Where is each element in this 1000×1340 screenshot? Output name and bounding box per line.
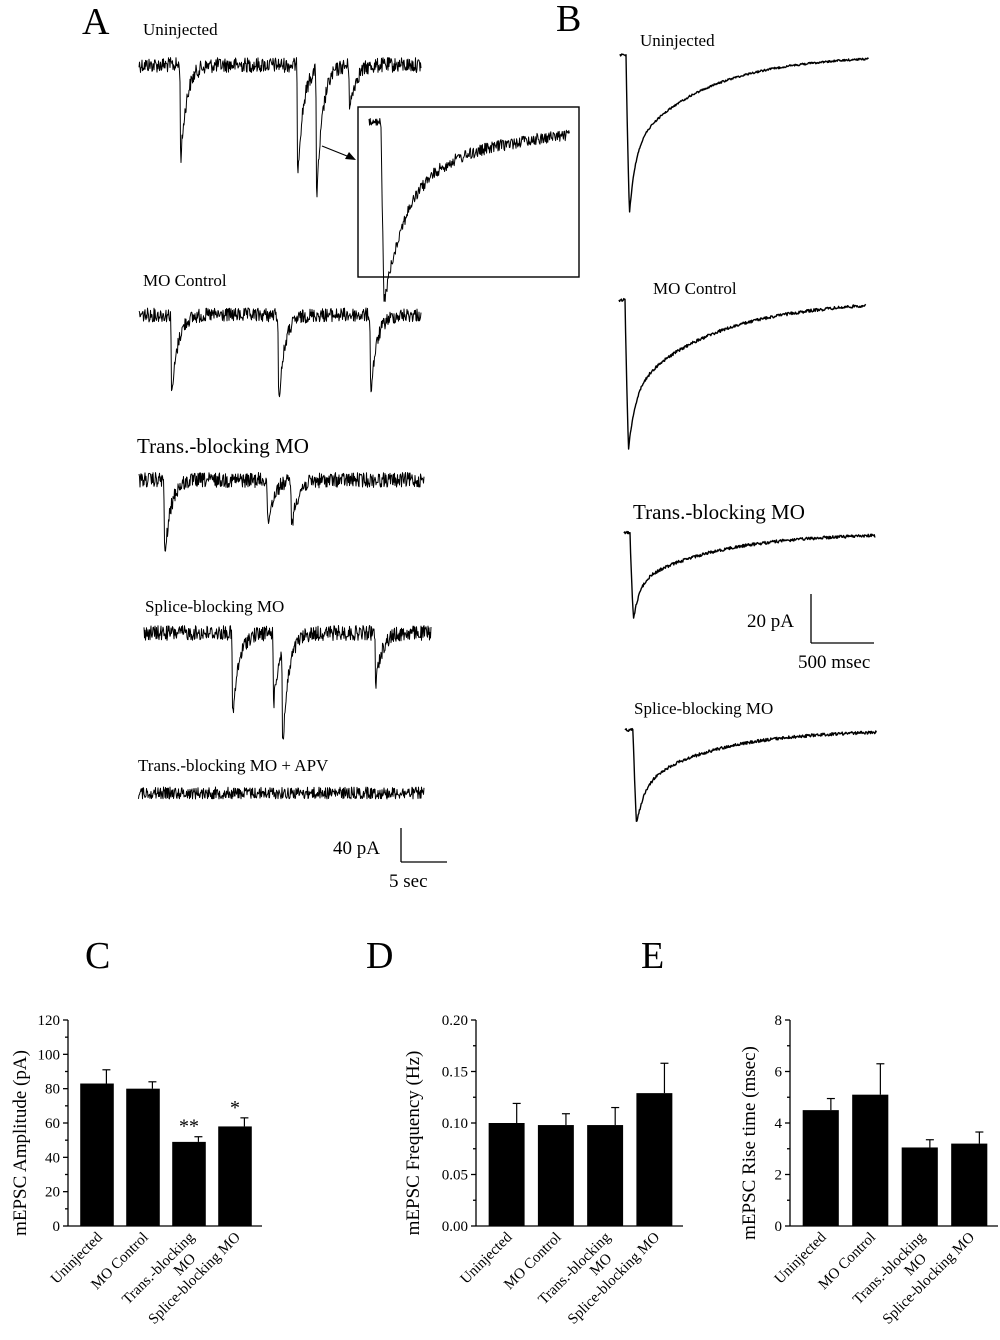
bar <box>126 1088 160 1226</box>
significance-label: * <box>230 1097 240 1119</box>
bar <box>636 1093 673 1226</box>
category-label: Splice-blocking MO <box>880 1229 978 1327</box>
y-tick-label: 100 <box>38 1047 61 1063</box>
y-tick-label: 40 <box>45 1150 60 1166</box>
trace-b-1 <box>618 297 867 450</box>
y-axis-title: mEPSC Amplitude (pA) <box>10 1050 31 1236</box>
bar <box>537 1125 574 1226</box>
panel-letter-d: D <box>366 935 393 977</box>
trace-label-b-mo-control: MO Control <box>653 279 737 298</box>
y-tick-label: 80 <box>45 1082 60 1098</box>
panel-a-traces <box>137 57 570 800</box>
y-axis-title: mEPSC Frequency (Hz) <box>403 1051 424 1236</box>
y-tick-label: 0.10 <box>442 1116 468 1132</box>
y-tick-label: 20 <box>45 1185 60 1201</box>
trace-label-a-mo-control: MO Control <box>143 271 227 290</box>
y-tick-label: 0.15 <box>442 1065 468 1081</box>
panel-letter-c: C <box>85 935 110 977</box>
trace-label-b-trans-blocking: Trans.-blocking MO <box>633 500 805 524</box>
category-label: Splice-blocking MO <box>146 1229 244 1327</box>
trace-label-a-uninjected: Uninjected <box>143 20 218 39</box>
inset-box <box>357 106 580 278</box>
bar <box>951 1143 988 1226</box>
trace-label-b-splice-blocking: Splice-blocking MO <box>634 699 773 718</box>
y-tick-label: 4 <box>775 1116 783 1132</box>
y-tick-label: 60 <box>45 1116 60 1132</box>
y-tick-label: 0.05 <box>442 1168 468 1184</box>
trace-b-3 <box>624 727 878 822</box>
trace-a-0 <box>138 57 422 198</box>
trace-label-a-splice-blocking: Splice-blocking MO <box>145 597 284 616</box>
trace-a-3 <box>143 625 432 740</box>
trace-a-4 <box>137 786 425 800</box>
trace-label-b-uninjected: Uninjected <box>640 31 715 50</box>
scale-bar-a-time: 5 sec <box>389 871 428 892</box>
trace-b-0 <box>619 53 869 213</box>
bar <box>852 1094 889 1226</box>
trace-label-a-trans-blocking: Trans.-blocking MO <box>137 434 309 458</box>
inset-arrow-head <box>345 152 356 160</box>
bar <box>488 1123 525 1226</box>
scale-bar-b-amplitude: 20 pA <box>747 611 794 632</box>
y-tick-label: 120 <box>38 1013 61 1029</box>
panel-letter-e: E <box>641 935 664 977</box>
panel-b-traces <box>618 53 878 822</box>
y-tick-label: 0.20 <box>442 1013 468 1029</box>
bar <box>587 1125 624 1226</box>
category-label: Splice-blocking MO <box>565 1229 663 1327</box>
y-tick-label: 0 <box>775 1219 783 1235</box>
bar <box>80 1083 114 1226</box>
trace-label-a-apv: Trans.-blocking MO + APV <box>138 756 329 775</box>
scale-bar-a-amplitude: 40 pA <box>333 838 380 859</box>
chart-D: 0.00 0.05 0.10 0.15 0.20 mEPSC Frequency (Hz)… <box>403 1013 683 1328</box>
y-tick-label: 2 <box>775 1168 783 1184</box>
trace-a-1 <box>138 307 422 398</box>
y-tick-label: 0 <box>53 1219 61 1235</box>
scale-bar-b-time: 500 msec <box>798 652 870 673</box>
panel-letter-b: B <box>556 0 581 40</box>
y-tick-label: 0.00 <box>442 1219 468 1235</box>
bar <box>218 1126 252 1226</box>
y-tick-label: 6 <box>775 1065 783 1081</box>
y-tick-label: 8 <box>775 1013 783 1029</box>
bar <box>802 1110 839 1226</box>
y-axis-title: mEPSC Rise time (msec) <box>739 1046 760 1240</box>
bar <box>901 1147 938 1226</box>
trace-a-2 <box>138 472 425 552</box>
inset-trace <box>368 118 570 302</box>
significance-label: ** <box>179 1116 199 1138</box>
bar <box>172 1141 206 1226</box>
panel-letter-a: A <box>82 1 110 43</box>
trace-b-2 <box>623 530 876 619</box>
